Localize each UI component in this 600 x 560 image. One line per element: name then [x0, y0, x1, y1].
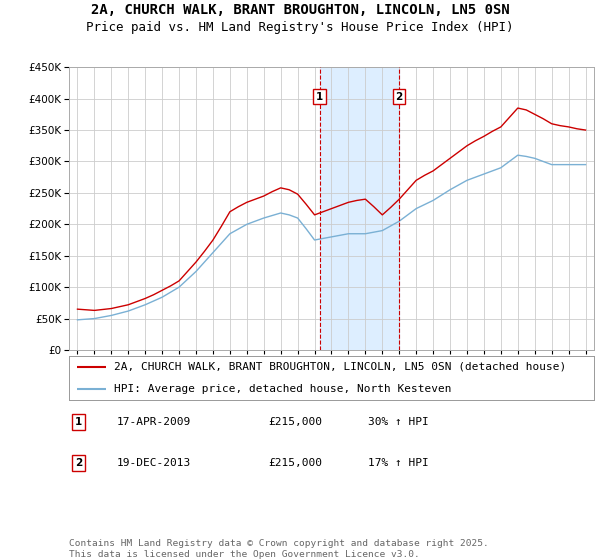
Text: HPI: Average price, detached house, North Kesteven: HPI: Average price, detached house, Nort… — [113, 384, 451, 394]
Text: 17-APR-2009: 17-APR-2009 — [116, 417, 191, 427]
Text: 2: 2 — [395, 92, 403, 102]
Text: 17% ↑ HPI: 17% ↑ HPI — [368, 458, 429, 468]
Text: 1: 1 — [75, 417, 82, 427]
Bar — [320, 67, 399, 350]
Text: 30% ↑ HPI: 30% ↑ HPI — [368, 417, 429, 427]
Text: 19-DEC-2013: 19-DEC-2013 — [116, 458, 191, 468]
Text: Price paid vs. HM Land Registry's House Price Index (HPI): Price paid vs. HM Land Registry's House … — [86, 21, 514, 34]
Text: £215,000: £215,000 — [269, 458, 323, 468]
Text: Contains HM Land Registry data © Crown copyright and database right 2025.
This d: Contains HM Land Registry data © Crown c… — [69, 539, 489, 559]
Text: 2A, CHURCH WALK, BRANT BROUGHTON, LINCOLN, LN5 0SN: 2A, CHURCH WALK, BRANT BROUGHTON, LINCOL… — [91, 3, 509, 17]
Text: £215,000: £215,000 — [269, 417, 323, 427]
Text: 2: 2 — [75, 458, 82, 468]
Text: 2A, CHURCH WALK, BRANT BROUGHTON, LINCOLN, LN5 0SN (detached house): 2A, CHURCH WALK, BRANT BROUGHTON, LINCOL… — [113, 362, 566, 372]
Text: 1: 1 — [316, 92, 323, 102]
